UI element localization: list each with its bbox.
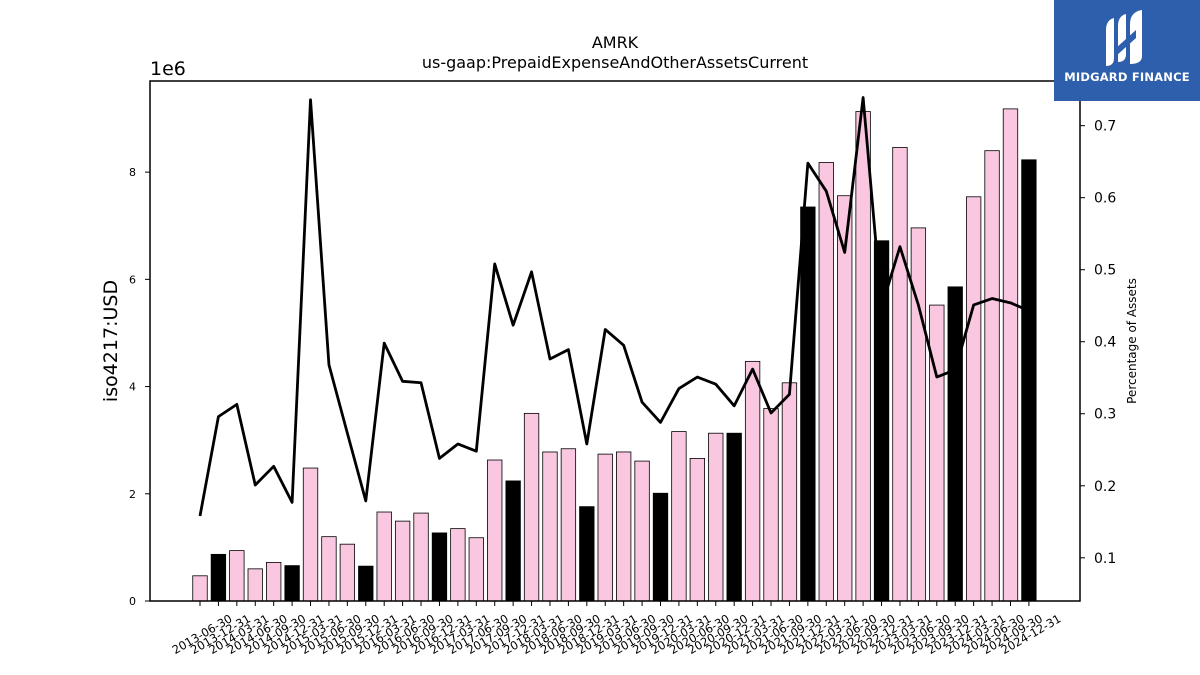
bar-2015-12-31 (358, 565, 374, 602)
bar-2021-12-31 (800, 206, 816, 602)
bar-series (192, 108, 1037, 602)
bar-2015-06-30 (321, 536, 337, 602)
bar-2014-09-30 (266, 562, 282, 602)
bar-2024-06-30 (984, 150, 1000, 602)
axes (149, 80, 1081, 602)
bar-2024-09-30 (1002, 108, 1019, 602)
y-tick-label-right: 0.7 (1094, 119, 1116, 135)
brand-logo: MIDGARD FINANCE (1054, 0, 1200, 101)
bar-2024-12-31 (1021, 159, 1037, 602)
y-tick-label-left: 0 (129, 595, 136, 608)
bar-2015-03-31 (302, 467, 319, 602)
y-offset-label: 1e6 (150, 58, 186, 80)
bar-2019-03-31 (597, 453, 613, 602)
x-axis-ticks: 2013-06-302013-12-312014-03-312014-06-30… (170, 601, 1063, 657)
bar-2018-09-30 (560, 448, 577, 602)
percentage-line (198, 96, 1030, 517)
y-tick-label-right: 0.2 (1094, 479, 1116, 495)
bar-2023-12-31 (947, 286, 963, 602)
bar-2019-09-30 (634, 460, 650, 602)
bar-2016-06-30 (394, 520, 411, 602)
y-tick-label-right: 0.1 (1094, 551, 1116, 567)
bar-2021-03-31 (744, 360, 761, 602)
y-axis-ticks-right: 0.1 0.2 0.3 0.4 0.5 0.6 0.7 (1080, 119, 1116, 567)
bar-2016-03-31 (376, 511, 392, 602)
bar-2023-03-31 (892, 147, 908, 602)
bar-2023-06-30 (910, 227, 927, 602)
bar-2024-03-31 (965, 196, 982, 602)
plot-frame (149, 80, 1081, 602)
bar-2014-03-31 (229, 550, 245, 602)
y-tick-label-left: 4 (129, 381, 136, 394)
bar-2017-06-30 (468, 537, 484, 602)
bar-2015-09-30 (339, 543, 356, 602)
bar-2019-06-30 (616, 451, 632, 602)
y-axis-label-right: Percentage of Assets (1125, 278, 1139, 404)
bar-2014-06-30 (247, 568, 263, 602)
bar-2016-12-31 (431, 532, 448, 602)
y-tick-label-right: 0.5 (1094, 263, 1116, 279)
bar-2019-12-31 (652, 492, 669, 602)
bar-2017-03-31 (450, 528, 466, 602)
bar-2021-06-30 (763, 408, 779, 602)
y-tick-label-left: 8 (129, 166, 136, 179)
bar-2016-09-30 (413, 512, 429, 602)
bar-2013-06-30 (192, 575, 208, 602)
y-axis-label-left: iso4217:USD (100, 280, 122, 402)
y-axis-ticks-left: 0 2 4 6 8 (129, 166, 150, 608)
bar-2020-06-30 (689, 457, 705, 602)
y-tick-label-right: 0.4 (1094, 335, 1116, 351)
y-tick-label-right: 0.6 (1094, 191, 1116, 207)
bar-2022-03-31 (818, 162, 834, 602)
bar-2022-09-30 (855, 111, 871, 602)
bar-2014-12-31 (284, 565, 300, 602)
bar-2020-09-30 (708, 432, 724, 602)
bar-2022-06-30 (837, 195, 853, 602)
logo-mark-icon (1106, 10, 1142, 66)
percentage-line-series (198, 96, 1030, 517)
bar-2021-09-30 (781, 382, 798, 602)
chart-title: AMRK (592, 33, 639, 52)
bar-2017-09-30 (487, 459, 503, 602)
brand-name: MIDGARD FINANCE (1064, 70, 1190, 84)
bar-2018-12-31 (579, 506, 595, 602)
y-tick-label-right: 0.3 (1094, 407, 1116, 423)
bar-2018-06-30 (542, 451, 558, 602)
bar-2018-03-31 (523, 412, 540, 602)
bar-2017-12-31 (505, 480, 521, 602)
bar-2020-03-31 (671, 431, 687, 602)
y-tick-label-left: 2 (129, 488, 136, 501)
chart-subtitle: us-gaap:PrepaidExpenseAndOtherAssetsCurr… (422, 53, 808, 72)
bar-2020-12-31 (726, 432, 742, 602)
bar-2023-09-30 (929, 304, 945, 602)
bar-2013-12-31 (210, 553, 227, 602)
y-tick-label-left: 6 (129, 273, 136, 286)
